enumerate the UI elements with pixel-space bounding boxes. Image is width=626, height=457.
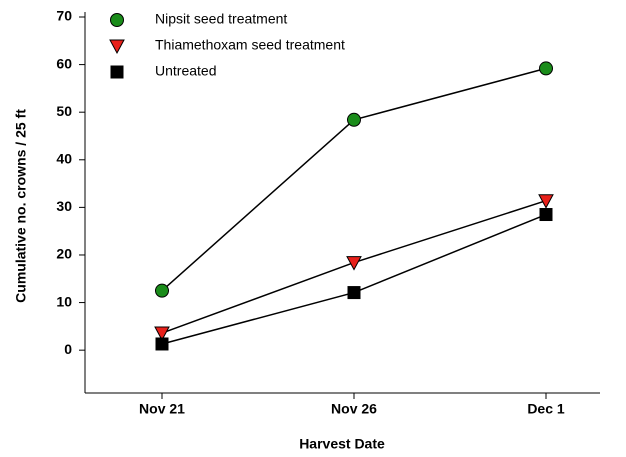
legend-label: Thiamethoxam seed treatment [155, 37, 345, 53]
point [538, 194, 554, 209]
point [110, 13, 124, 27]
y-tick-label: 30 [56, 198, 72, 214]
point [155, 337, 169, 351]
x-tick-label: Nov 26 [331, 401, 377, 417]
point [539, 61, 553, 76]
y-tick-label: 20 [56, 246, 72, 262]
point [539, 208, 553, 222]
point [110, 65, 124, 79]
point [154, 326, 170, 342]
y-tick-label: 40 [56, 150, 72, 166]
y-tick-label: 60 [56, 55, 72, 71]
legend-label: Untreated [155, 63, 216, 79]
point [346, 256, 362, 271]
x-tick-label: Dec 1 [527, 401, 565, 417]
x-axis-label: Harvest Date [299, 436, 385, 452]
x-tick-label: Nov 21 [139, 401, 185, 417]
legend-label: Nipsit seed treatment [155, 11, 287, 27]
point [155, 283, 169, 298]
point [109, 39, 125, 55]
y-tick-label: 10 [56, 293, 72, 309]
y-tick-label: 50 [56, 103, 72, 119]
y-axis-label: Cumulative no. crowns / 25 ft [13, 109, 29, 303]
point [347, 112, 361, 127]
y-tick-label: 70 [56, 8, 72, 24]
point [347, 286, 361, 300]
y-tick-label: 0 [64, 341, 72, 357]
series-line [161, 213, 547, 345]
